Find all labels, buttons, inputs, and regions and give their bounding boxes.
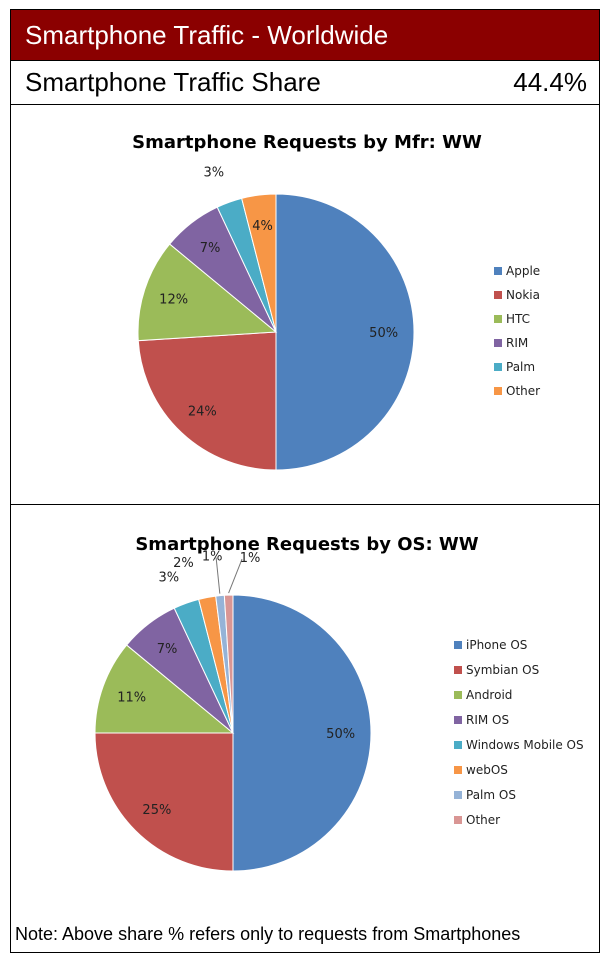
data-label-iphone-os: 50%	[326, 727, 355, 742]
footnote: Note: Above share % refers only to reque…	[15, 924, 521, 944]
data-label-palm-os: 1%	[202, 550, 223, 565]
legend-item-other: Other	[466, 813, 500, 827]
legend-item-rim: RIM	[506, 336, 528, 350]
page-title: Smartphone Traffic - Worldwide	[11, 10, 599, 60]
chart-title: Smartphone Requests by OS: WW	[135, 534, 478, 555]
data-label-apple: 50%	[369, 326, 398, 341]
legend-item-iphone-os: iPhone OS	[466, 638, 527, 652]
legend-swatch-rim-os	[454, 716, 462, 724]
leader-line	[228, 558, 243, 594]
legend-item-nokia: Nokia	[506, 288, 540, 302]
legend-swatch-palm-os	[454, 791, 462, 799]
legend-item-palm: Palm	[506, 360, 535, 374]
slice-apple	[275, 193, 415, 471]
data-label-webos: 2%	[173, 556, 194, 571]
report-frame: Smartphone Traffic - Worldwide Smartphon…	[10, 9, 600, 953]
legend-swatch-windows-mobile-os	[454, 741, 462, 749]
slice-iphone-os	[232, 594, 372, 872]
legend-swatch-rim	[494, 339, 502, 347]
legend-item-other: Other	[506, 384, 540, 398]
data-label-rim-os: 7%	[157, 642, 178, 657]
legend-swatch-iphone-os	[454, 641, 462, 649]
data-label-other: 4%	[252, 219, 273, 234]
data-label-symbian-os: 25%	[142, 803, 171, 818]
chart-title: Smartphone Requests by Mfr: WW	[132, 132, 482, 153]
slice-htc	[137, 243, 278, 342]
legend-swatch-palm	[494, 363, 502, 371]
legend-item-apple: Apple	[506, 264, 540, 278]
leader-line	[215, 557, 221, 594]
slice-other	[241, 193, 277, 333]
legend-swatch-htc	[494, 315, 502, 323]
data-label-windows-mobile-os: 3%	[158, 570, 179, 585]
os-pie-chart: Smartphone Requests by OS: WW 50% 25% 11% 7%…	[94, 534, 584, 872]
section-divider	[11, 504, 599, 505]
data-label-other: 1%	[240, 551, 261, 566]
legend-swatch-nokia	[494, 291, 502, 299]
legend-item-rim-os: RIM OS	[466, 713, 509, 727]
legend-item-symbian-os: Symbian OS	[466, 663, 539, 677]
data-label-htc: 12%	[159, 293, 188, 308]
legend-swatch-webos	[454, 766, 462, 774]
slice-symbian-os	[94, 732, 234, 872]
legend-item-android: Android	[466, 688, 512, 702]
data-label-android: 11%	[117, 691, 146, 706]
legend-swatch-symbian-os	[454, 666, 462, 674]
data-label-rim: 7%	[200, 241, 221, 256]
traffic-share-value: 44.4%	[513, 67, 587, 97]
legend-item-windows-mobile-os: Windows Mobile OS	[466, 738, 584, 752]
legend-swatch-android	[454, 691, 462, 699]
mfr-pie-chart: Smartphone Requests by Mfr: WW 50% 24% 12% 7…	[132, 132, 540, 471]
slice-nokia	[137, 331, 277, 471]
slice-android	[94, 644, 235, 734]
legend-item-palm-os: Palm OS	[466, 788, 516, 802]
legend-item-webos: webOS	[466, 763, 508, 777]
legend-swatch-apple	[494, 267, 502, 275]
traffic-share-label: Smartphone Traffic Share	[25, 67, 321, 97]
slice-other	[223, 594, 234, 734]
legend-swatch-other	[494, 387, 502, 395]
legend-swatch-other	[454, 816, 462, 824]
traffic-share-row: Smartphone Traffic Share 44.4%	[11, 60, 599, 105]
data-label-palm: 3%	[203, 165, 224, 180]
data-label-nokia: 24%	[188, 404, 217, 419]
legend-item-htc: HTC	[506, 312, 530, 326]
